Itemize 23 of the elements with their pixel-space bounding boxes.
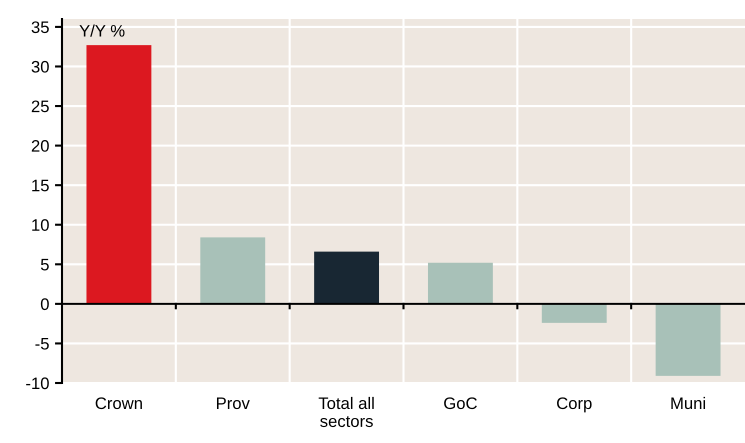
x-tick-label: Total all sectors (318, 396, 374, 428)
y-tick-label: 5 (40, 258, 49, 271)
bar (314, 252, 380, 304)
y-tick-label: 30 (32, 60, 49, 73)
y-tick-label: 20 (32, 140, 49, 152)
y-tick-label: 35 (32, 21, 49, 34)
bar (656, 304, 721, 376)
annotation: Y/Y % (79, 24, 125, 37)
bar (542, 304, 607, 323)
x-tick-label: GoC (444, 397, 477, 410)
x-tick-label: Prov (216, 398, 250, 410)
y-tick-label: -5 (35, 338, 49, 350)
y-tick-label: 0 (40, 298, 49, 310)
x-tick-label: Muni (671, 396, 706, 410)
bar (200, 237, 266, 304)
bar (428, 262, 493, 304)
bar (86, 45, 152, 304)
y-tick-label: 25 (32, 100, 49, 112)
x-tick-label: Corp (557, 397, 592, 412)
y-tick-label: -10 (26, 377, 49, 390)
x-tick-label: Crown (96, 397, 142, 410)
y-tick-label: 15 (32, 180, 49, 192)
y-tick-label: 10 (32, 219, 49, 231)
